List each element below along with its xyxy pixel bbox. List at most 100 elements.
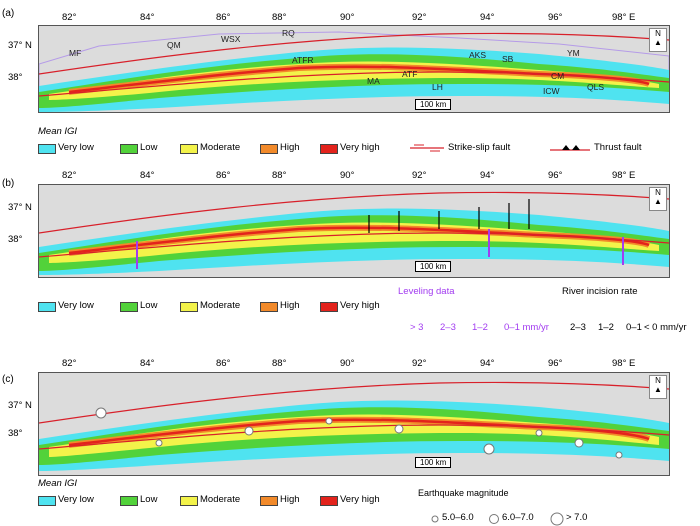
legend-swatch bbox=[260, 302, 278, 312]
legend-label: Low bbox=[140, 300, 158, 311]
place-label: YM bbox=[567, 48, 580, 58]
legend-label: Very low bbox=[58, 142, 94, 153]
legend-label: Moderate bbox=[200, 300, 241, 311]
map-frame: 100 km N ▲ bbox=[38, 184, 670, 278]
legend-label: High bbox=[280, 494, 300, 505]
x-tick-label: 98° E bbox=[612, 170, 636, 181]
place-label: RQ bbox=[282, 28, 295, 38]
legend-label: Very high bbox=[340, 142, 380, 153]
fault-line bbox=[39, 424, 669, 450]
quake-medium-icon bbox=[489, 514, 499, 524]
quake-class: 5.0–6.0 bbox=[442, 512, 474, 523]
legend-label: Very low bbox=[58, 300, 94, 311]
y-tick-label: 37° N bbox=[8, 202, 32, 213]
x-tick-label: 92° bbox=[412, 170, 427, 181]
y-tick-label: 37° N bbox=[8, 400, 32, 411]
legend-label: High bbox=[280, 142, 300, 153]
quake-class: > 7.0 bbox=[566, 512, 588, 523]
x-tick-label: 96° bbox=[548, 358, 563, 369]
legend-label: Moderate bbox=[200, 494, 241, 505]
x-tick-label: 90° bbox=[340, 358, 355, 369]
north-arrow-icon: N ▲ bbox=[649, 375, 667, 399]
leveling-class: 0–1 mm/yr bbox=[504, 322, 549, 333]
fault-line bbox=[39, 191, 669, 234]
place-label: ATFR bbox=[292, 55, 314, 65]
x-tick-label: 94° bbox=[480, 170, 495, 181]
map-canvas bbox=[39, 31, 669, 112]
y-tick-label: 37° N bbox=[8, 40, 32, 51]
x-tick-label: 94° bbox=[480, 12, 495, 23]
place-label: LH bbox=[432, 82, 443, 92]
scale-bar: 100 km bbox=[415, 261, 452, 272]
x-tick-label: 82° bbox=[62, 358, 77, 369]
incision-class: 1–2 bbox=[598, 322, 614, 333]
map-canvas bbox=[39, 191, 669, 275]
legend-swatch bbox=[180, 144, 198, 154]
panel-c: (c) 82° 84° 86° 88° 90° 92° 94° 96° 98° … bbox=[0, 340, 700, 526]
place-label: CM bbox=[551, 71, 565, 81]
legend-title: Mean IGI bbox=[38, 126, 78, 137]
legend-swatch bbox=[180, 496, 198, 506]
legend-swatch bbox=[120, 144, 138, 154]
fault-line bbox=[39, 32, 669, 75]
legend-label: Very low bbox=[58, 494, 94, 505]
x-tick-label: 82° bbox=[62, 170, 77, 181]
leveling-class: > 3 bbox=[410, 322, 424, 333]
x-tick-label: 98° E bbox=[612, 12, 636, 23]
x-tick-label: 98° E bbox=[612, 358, 636, 369]
y-tick-label: 38° bbox=[8, 234, 23, 245]
incision-class: 2–3 bbox=[570, 322, 586, 333]
place-label: QM bbox=[167, 40, 181, 50]
legend-title: Mean IGI bbox=[38, 478, 78, 489]
y-tick-label: 38° bbox=[8, 428, 23, 439]
x-tick-label: 88° bbox=[272, 12, 287, 23]
panel-label: (c) bbox=[2, 374, 14, 385]
north-label: N bbox=[655, 188, 661, 197]
strike-slip-fault-icon bbox=[410, 144, 444, 152]
scale-bar-label: 100 km bbox=[420, 100, 447, 109]
legend-swatch bbox=[180, 302, 198, 312]
leveling-class: 2–3 bbox=[440, 322, 456, 333]
legend-label: Strike-slip fault bbox=[448, 142, 511, 153]
legend-label: High bbox=[280, 300, 300, 311]
x-tick-label: 84° bbox=[140, 12, 155, 23]
legend-swatch bbox=[120, 496, 138, 506]
leveling-class: 1–2 bbox=[472, 322, 488, 333]
quake-small-icon bbox=[431, 515, 439, 523]
map-canvas bbox=[39, 381, 669, 471]
fault-line bbox=[39, 71, 669, 97]
x-tick-label: 82° bbox=[62, 12, 77, 23]
north-label: N bbox=[655, 376, 661, 385]
legend-label: Low bbox=[140, 142, 158, 153]
incision-class: 0–1 bbox=[626, 322, 642, 333]
place-label: QLS bbox=[587, 82, 605, 92]
legend-swatch bbox=[260, 496, 278, 506]
legend-swatch bbox=[320, 302, 338, 312]
scale-bar: 100 km bbox=[415, 457, 452, 468]
north-label: N bbox=[655, 29, 661, 38]
legend-swatch bbox=[38, 302, 56, 312]
place-label: MA bbox=[367, 76, 380, 86]
north-arrow-icon: N ▲ bbox=[649, 28, 667, 52]
incision-class: < 0 mm/yr bbox=[644, 322, 687, 333]
x-tick-label: 96° bbox=[548, 12, 563, 23]
leveling-arrows bbox=[136, 229, 624, 269]
incision-arrows bbox=[368, 199, 530, 233]
x-tick-label: 90° bbox=[340, 170, 355, 181]
thrust-fault-icon bbox=[550, 145, 590, 151]
scale-bar-label: 100 km bbox=[420, 262, 447, 271]
x-tick-label: 84° bbox=[140, 170, 155, 181]
panel-label: (b) bbox=[2, 178, 15, 189]
leveling-title: Leveling data bbox=[398, 286, 455, 297]
place-label: AKS bbox=[469, 50, 487, 60]
legend-label: Low bbox=[140, 494, 158, 505]
fault-line bbox=[39, 381, 669, 424]
legend-label: Thrust fault bbox=[594, 142, 642, 153]
scale-bar-label: 100 km bbox=[420, 458, 447, 467]
panel-b: (b) 82° 84° 86° 88° 90° 92° 94° 96° 98° … bbox=[0, 170, 700, 340]
scale-bar: 100 km bbox=[415, 99, 452, 110]
x-tick-label: 92° bbox=[412, 358, 427, 369]
map-frame: 100 km N ▲ bbox=[38, 372, 670, 476]
quake-class: 6.0–7.0 bbox=[502, 512, 534, 523]
legend-swatch bbox=[260, 144, 278, 154]
